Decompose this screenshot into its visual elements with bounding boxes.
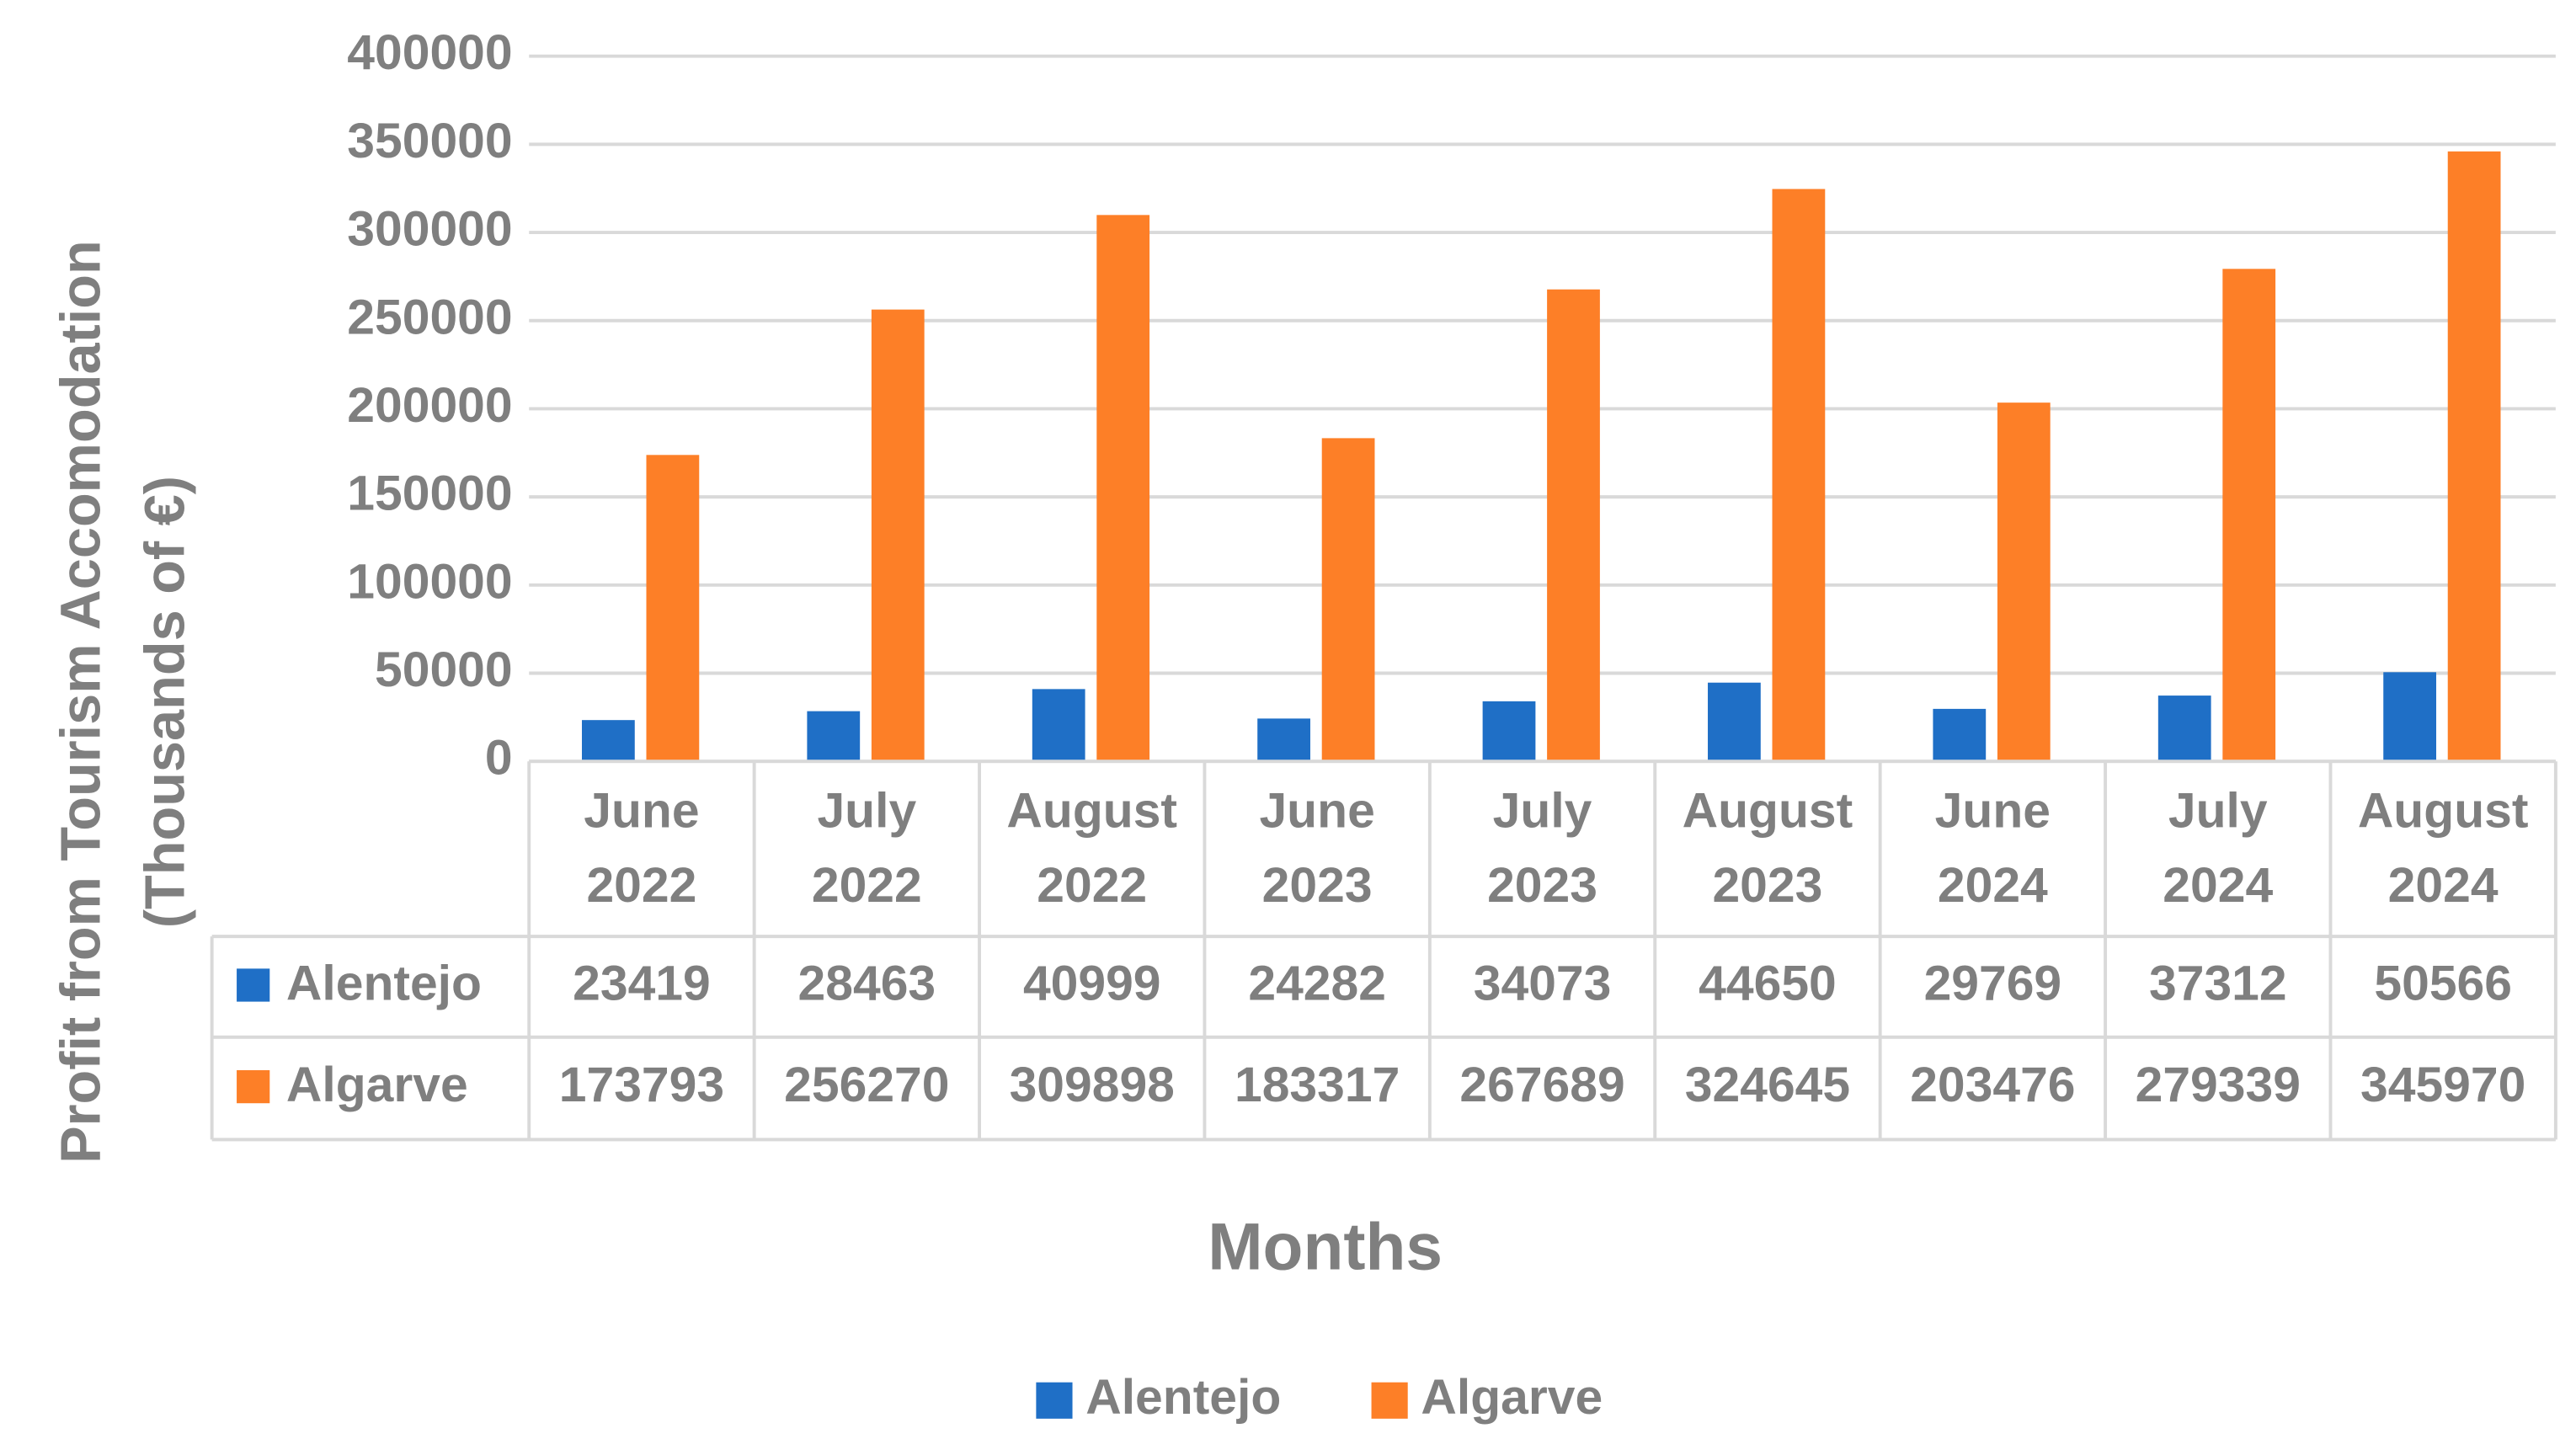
y-tick-label: 200000 bbox=[347, 378, 512, 433]
x-tick-label-box: August 2024 bbox=[2357, 784, 2529, 914]
table-cell: 267689 bbox=[1459, 1058, 1624, 1112]
table-cell: 173793 bbox=[559, 1058, 724, 1112]
legend-swatch bbox=[1371, 1382, 1408, 1419]
x-tick-label: August 2024 bbox=[2357, 784, 2529, 914]
legend-swatch bbox=[1036, 1382, 1073, 1419]
table-cell: 23419 bbox=[573, 956, 711, 1010]
table-cell: 256270 bbox=[784, 1058, 949, 1112]
bar bbox=[581, 720, 635, 762]
table-row-label: Alentejo bbox=[286, 956, 482, 1010]
x-tick-label: August 2023 bbox=[1682, 784, 1853, 914]
table-cell: 24282 bbox=[1248, 956, 1386, 1010]
y-tick-label: 100000 bbox=[347, 554, 512, 609]
bar bbox=[1482, 701, 1536, 762]
bar bbox=[807, 711, 861, 762]
y-tick-label: 50000 bbox=[375, 642, 513, 697]
x-tick-label: July 2023 bbox=[1487, 784, 1597, 914]
x-tick-label: June 2023 bbox=[1259, 784, 1375, 914]
bar bbox=[2383, 672, 2437, 762]
y-tick-label: 250000 bbox=[347, 290, 512, 344]
x-tick-label: June 2024 bbox=[1934, 784, 2051, 914]
bar bbox=[1997, 402, 2051, 762]
y-tick-label: 300000 bbox=[347, 202, 512, 257]
x-tick-label-box: June 2024 bbox=[1934, 784, 2051, 914]
x-tick-label-box: June 2022 bbox=[584, 784, 700, 914]
bar bbox=[1547, 289, 1600, 762]
table-cell: 183317 bbox=[1235, 1058, 1400, 1112]
table-cell: 50566 bbox=[2374, 956, 2512, 1010]
y-axis-title-box: Profit from Tourism Accomodation (Thousa… bbox=[50, 240, 197, 1164]
bar bbox=[1708, 682, 1761, 762]
y-axis-title: Profit from Tourism Accomodation (Thousa… bbox=[50, 240, 197, 1164]
y-tick-label: 150000 bbox=[347, 466, 512, 521]
table-cell: 34073 bbox=[1474, 956, 1612, 1010]
y-tick-label: 350000 bbox=[347, 114, 512, 168]
x-tick-label: July 2024 bbox=[2163, 784, 2274, 914]
bar bbox=[1257, 718, 1310, 762]
x-tick-label: August 2022 bbox=[1006, 784, 1178, 914]
table-cell: 279339 bbox=[2136, 1058, 2301, 1112]
x-tick-label-box: June 2023 bbox=[1259, 784, 1375, 914]
table-row-label: Algarve bbox=[286, 1058, 468, 1112]
legend-label: Algarve bbox=[1421, 1370, 1603, 1425]
x-tick-label-box: August 2022 bbox=[1006, 784, 1178, 914]
y-tick-label: 400000 bbox=[347, 25, 512, 80]
y-tick-label: 0 bbox=[485, 731, 513, 786]
x-tick-label-box: July 2023 bbox=[1487, 784, 1597, 914]
x-axis-title: Months bbox=[1208, 1209, 1443, 1283]
bar bbox=[1933, 708, 1987, 762]
x-tick-label: July 2022 bbox=[811, 784, 922, 914]
bar bbox=[1321, 438, 1375, 762]
bar bbox=[1096, 215, 1150, 762]
bar bbox=[646, 455, 700, 762]
x-tick-label-box: July 2024 bbox=[2163, 784, 2274, 914]
x-tick-label: June 2022 bbox=[584, 784, 700, 914]
bar bbox=[2222, 269, 2276, 762]
legend-label: Alentejo bbox=[1085, 1370, 1281, 1425]
table-cell: 203476 bbox=[1910, 1058, 2075, 1112]
bar bbox=[1032, 689, 1085, 762]
table-cell: 29769 bbox=[1924, 956, 2062, 1010]
table-cell: 309898 bbox=[1010, 1058, 1175, 1112]
table-cell: 44650 bbox=[1699, 956, 1837, 1010]
bar bbox=[1772, 189, 1826, 762]
bar bbox=[2447, 151, 2501, 762]
table-cell: 345970 bbox=[2360, 1058, 2525, 1112]
legend-key bbox=[237, 1069, 270, 1104]
legend-key bbox=[237, 968, 270, 1002]
table-cell: 324645 bbox=[1685, 1058, 1850, 1112]
x-tick-label-box: July 2022 bbox=[811, 784, 922, 914]
table-cell: 28463 bbox=[798, 956, 936, 1010]
x-tick-label-box: August 2023 bbox=[1682, 784, 1853, 914]
table-cell: 40999 bbox=[1023, 956, 1161, 1010]
bar bbox=[871, 309, 925, 762]
table-cell: 37312 bbox=[2149, 956, 2287, 1010]
bar bbox=[2157, 696, 2211, 762]
